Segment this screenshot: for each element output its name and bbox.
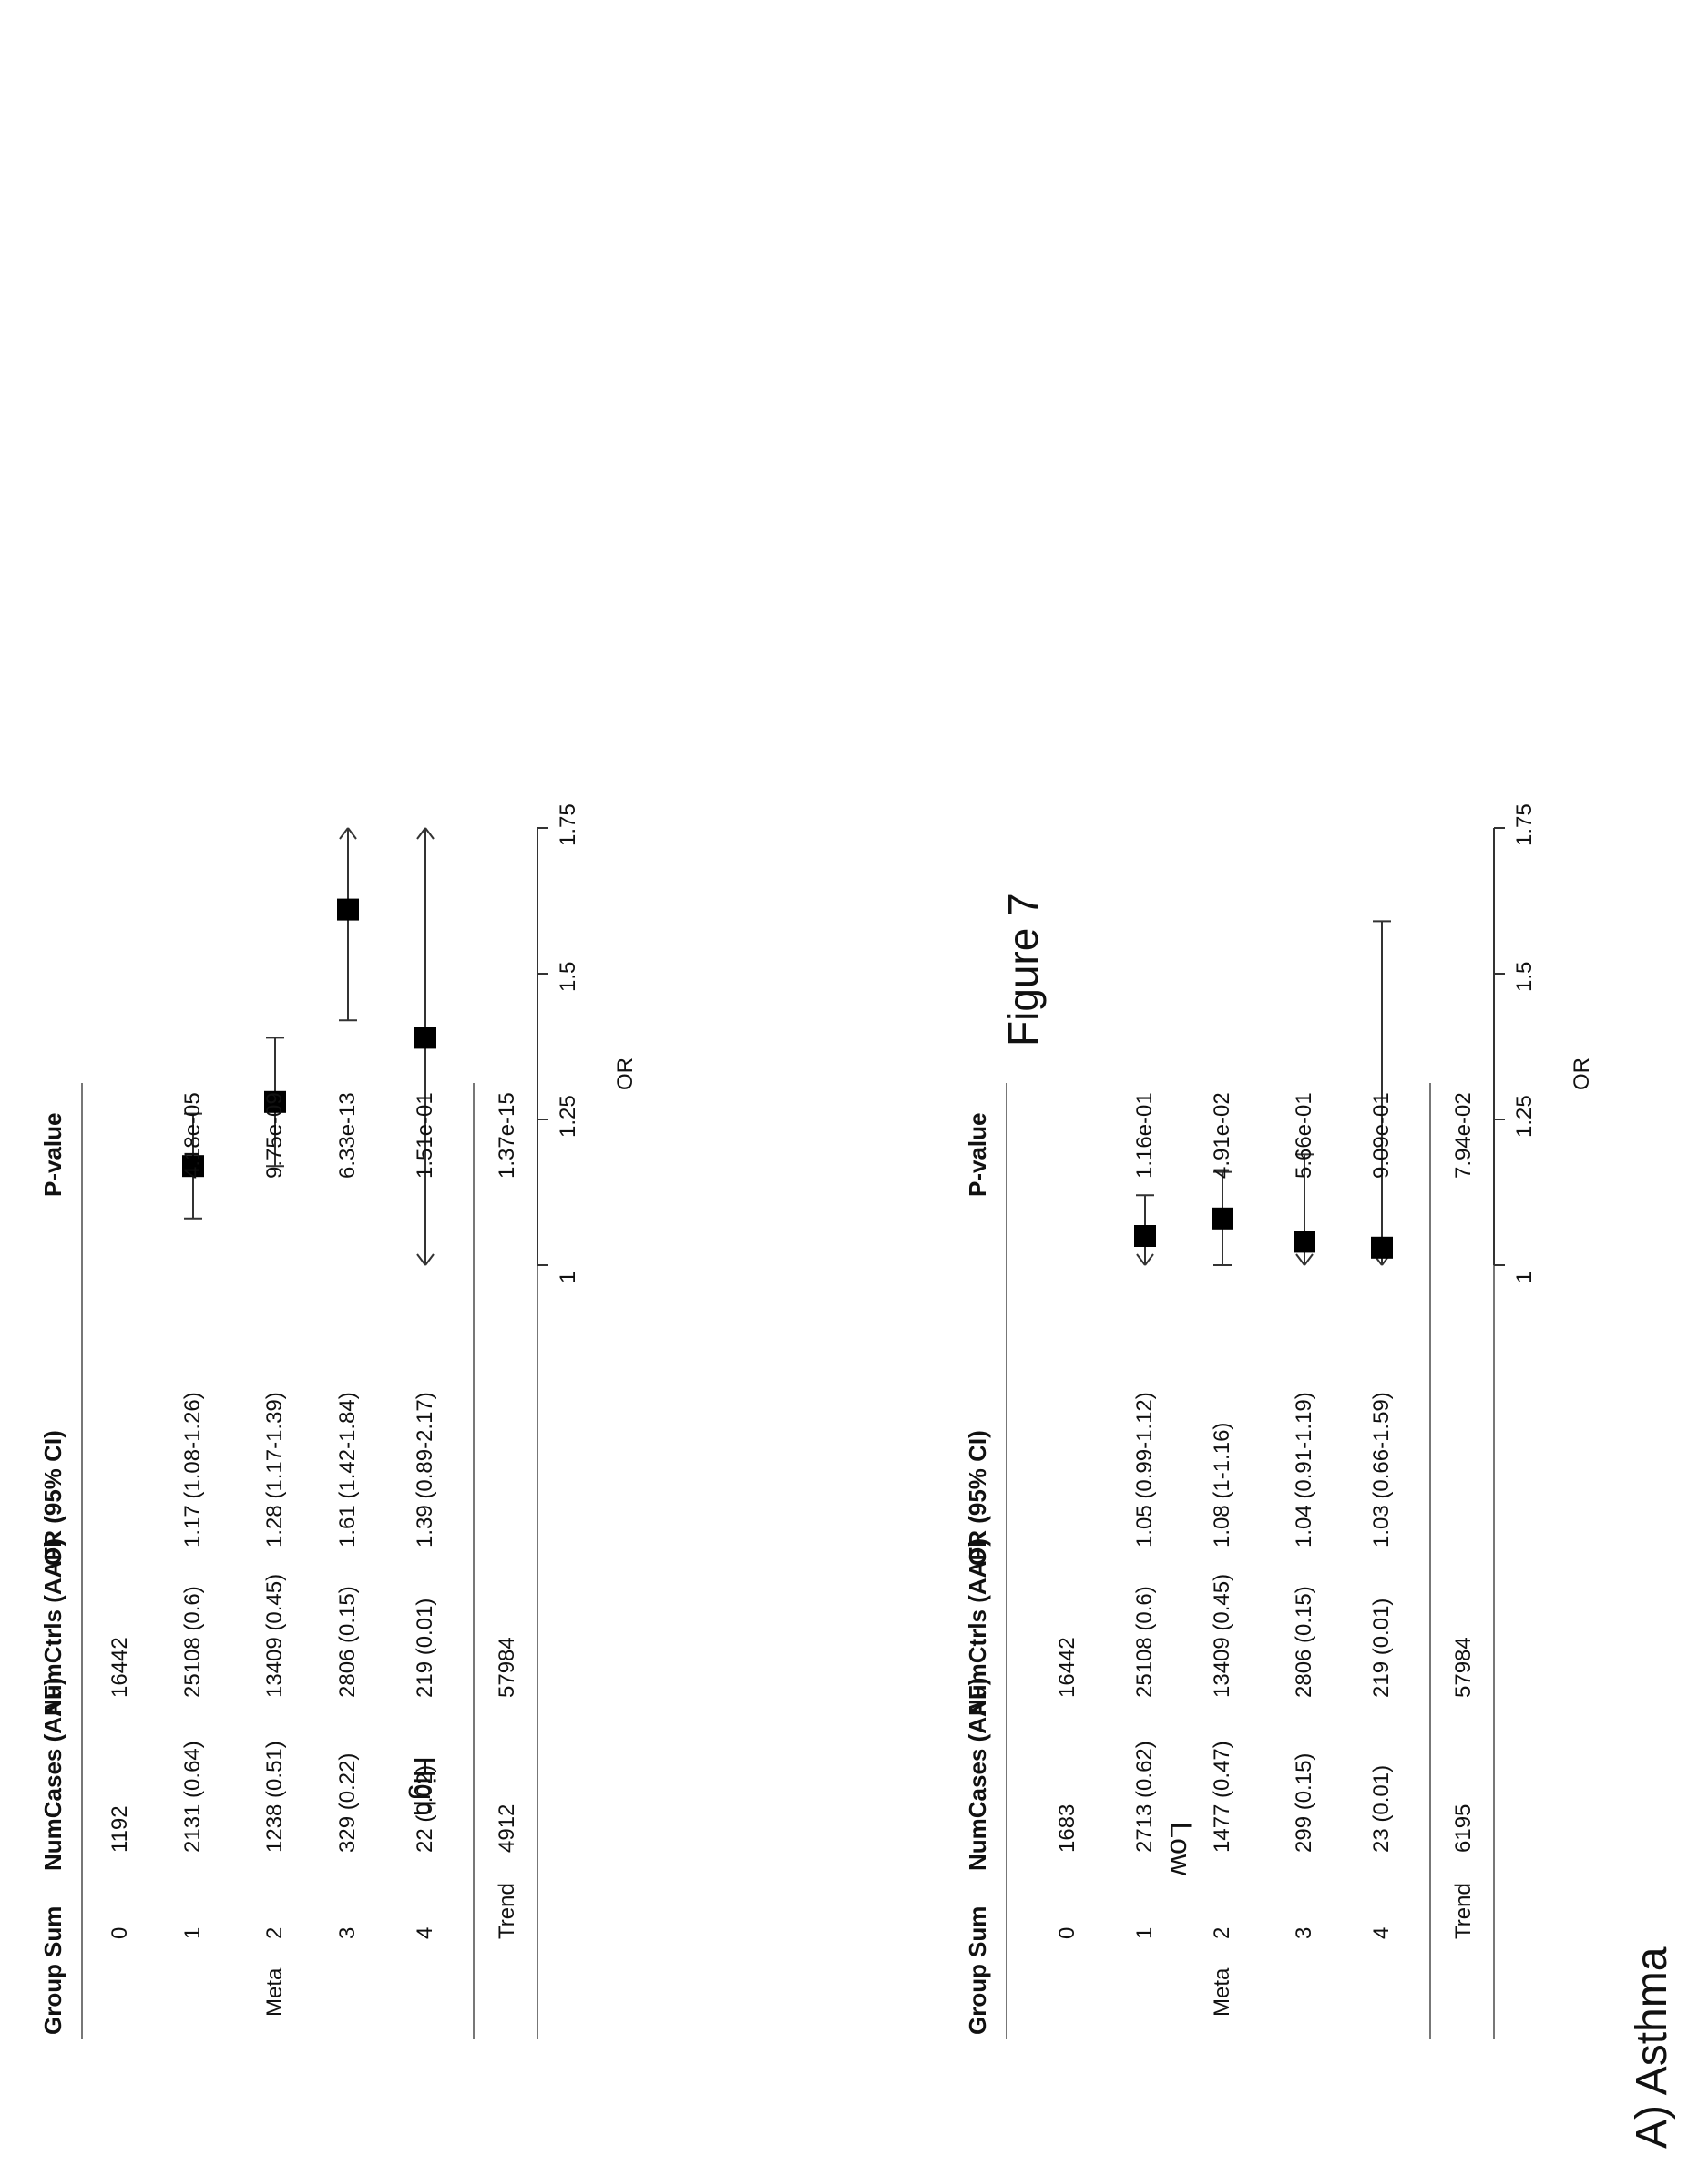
table-cell: 4: [413, 1926, 437, 1939]
x-tick-label: 1: [556, 1271, 580, 1283]
trend-label: Trend: [495, 1883, 519, 1939]
x-tick-label: 1.75: [1512, 803, 1537, 846]
table-cell: 23 (0.01): [1369, 1764, 1394, 1853]
table-cell: 5.66e-01: [1292, 1092, 1316, 1179]
table-cell: 1.05 (0.99-1.12): [1132, 1392, 1157, 1548]
trend-p-value: 1.37e-15: [495, 1092, 519, 1179]
table-cell: 3: [335, 1926, 360, 1939]
table-cell: 1.08 (1-1.16): [1210, 1422, 1234, 1548]
table-cell: 9.75e-09: [262, 1092, 287, 1179]
or-point-marker: [182, 1155, 204, 1178]
table-cell: 1.17 (1.08-1.26): [180, 1392, 205, 1548]
x-tick-label: 1.25: [1512, 1095, 1537, 1138]
table-cell: 1: [180, 1926, 205, 1939]
table-cell: 1.39 (0.89-2.17): [413, 1392, 437, 1548]
x-tick-label: 1.75: [556, 803, 580, 846]
ci-arrow-left: [1304, 1253, 1314, 1266]
table-cell: 1477 (0.47): [1210, 1741, 1234, 1853]
trend-cases: 4912: [495, 1803, 519, 1853]
group-label: Meta: [1210, 1967, 1234, 2017]
or-point-marker: [264, 1090, 286, 1113]
ci-arrow-right: [416, 827, 426, 840]
table-cell: 0: [1055, 1926, 1079, 1939]
or-point-marker: [1294, 1231, 1315, 1253]
ci-arrow-right: [347, 827, 357, 840]
table-cell: 16442: [107, 1637, 132, 1698]
table-cell: 2713 (0.62): [1132, 1741, 1157, 1853]
ci-arrow-left: [1136, 1253, 1146, 1266]
ci-arrow-left: [416, 1253, 426, 1266]
or-point-marker: [1212, 1207, 1233, 1230]
or-point-marker: [1134, 1225, 1156, 1247]
table-cell: 2806 (0.15): [335, 1586, 360, 1698]
table-cell: 2806 (0.15): [1292, 1586, 1316, 1698]
column-header: Sum: [964, 1905, 991, 1957]
x-axis-label: OR: [613, 1057, 638, 1090]
trend-label: Trend: [1451, 1883, 1476, 1939]
table-cell: 25108 (0.6): [180, 1586, 205, 1698]
group-label: Meta: [262, 1967, 287, 2017]
table-cell: 9.09e-01: [1369, 1092, 1394, 1179]
x-tick-label: 1.5: [1512, 961, 1537, 992]
ci-arrow-left: [1295, 1253, 1305, 1266]
table-cell: 299 (0.15): [1292, 1752, 1316, 1853]
table-cell: 1: [1132, 1926, 1157, 1939]
column-header: P-value: [964, 1112, 991, 1198]
table-cell: 0: [107, 1926, 132, 1939]
table-cell: 2: [1210, 1926, 1234, 1939]
column-header: Group: [964, 1964, 991, 2035]
x-tick-label: 1.5: [556, 961, 580, 992]
table-cell: 1238 (0.51): [262, 1741, 287, 1853]
table-cell: 4.18e-05: [180, 1092, 205, 1179]
table-cell: 13409 (0.45): [1210, 1573, 1234, 1698]
column-header: Sum: [39, 1905, 66, 1957]
column-header: P-value: [39, 1112, 66, 1198]
table-cell: 1.04 (0.91-1.19): [1292, 1392, 1316, 1548]
table-cell: 1683: [1055, 1803, 1079, 1853]
table-cell: 1.28 (1.17-1.39): [262, 1392, 287, 1548]
column-header: OR (95% CI): [964, 1430, 991, 1566]
trend-ctrls: 57984: [495, 1637, 519, 1698]
table-cell: 1.03 (0.66-1.59): [1369, 1392, 1394, 1548]
table-cell: 2: [262, 1926, 287, 1939]
table-cell: 1192: [107, 1805, 132, 1853]
x-tick-label: 1: [1512, 1271, 1537, 1283]
or-point-marker: [1371, 1236, 1393, 1259]
x-tick-label: 1.25: [556, 1095, 580, 1138]
table-cell: 13409 (0.45): [262, 1573, 287, 1698]
table-cell: 219 (0.01): [413, 1598, 437, 1698]
ci-arrow-right: [339, 827, 349, 840]
column-header: OR (95% CI): [39, 1430, 66, 1566]
trend-p-value: 7.94e-02: [1451, 1092, 1476, 1179]
column-header: Group: [39, 1964, 66, 2035]
table-cell: 219 (0.01): [1369, 1598, 1394, 1698]
table-cell: 16442: [1055, 1637, 1079, 1698]
ci-arrow-left: [424, 1253, 435, 1266]
trend-cases: 6195: [1451, 1803, 1476, 1853]
table-cell: 25108 (0.6): [1132, 1586, 1157, 1698]
ci-arrow-left: [1144, 1253, 1154, 1266]
table-cell: 329 (0.22): [335, 1752, 360, 1853]
trend-ctrls: 57984: [1451, 1637, 1476, 1698]
table-cell: 6.33e-13: [335, 1092, 360, 1179]
table-cell: 4: [1369, 1926, 1394, 1939]
table-cell: 3: [1292, 1926, 1316, 1939]
x-axis-label: OR: [1570, 1057, 1594, 1090]
table-cell: 4.91e-02: [1210, 1092, 1234, 1179]
table-cell: 2131 (0.64): [180, 1741, 205, 1853]
table-cell: 1.16e-01: [1132, 1092, 1157, 1179]
ci-arrow-right: [424, 827, 435, 840]
table-cell: 1.61 (1.42-1.84): [335, 1392, 360, 1548]
table-cell: 22 (0.02): [413, 1764, 437, 1853]
or-point-marker: [337, 898, 359, 921]
or-point-marker: [414, 1027, 436, 1049]
table-cell: 1.51e-01: [413, 1092, 437, 1179]
